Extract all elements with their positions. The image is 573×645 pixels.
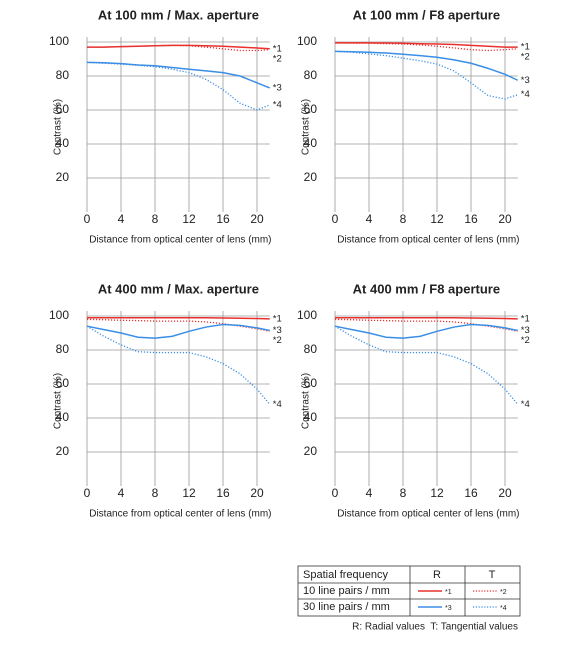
x-tick-label: 4 xyxy=(118,212,125,226)
series-label: *4 xyxy=(273,99,282,110)
series-line xyxy=(86,323,270,339)
series-label: *1 xyxy=(521,313,530,324)
chart-title: At 400 mm / F8 aperture xyxy=(353,281,500,296)
y-tick-label: 20 xyxy=(56,170,70,184)
legend-table: Spatial frequency R T 10 line pairs / mm… xyxy=(297,565,521,617)
x-tick-label: 16 xyxy=(216,486,230,500)
y-tick-label: 40 xyxy=(56,136,70,150)
x-tick-label: 20 xyxy=(498,486,512,500)
x-tick-label: 0 xyxy=(84,212,91,226)
y-tick-label: 60 xyxy=(56,102,70,116)
series-line xyxy=(86,325,271,405)
x-tick-label: 20 xyxy=(498,212,512,226)
series-label: *2 xyxy=(273,335,282,346)
series-label: *1 xyxy=(273,43,282,54)
series-label: *2 xyxy=(521,52,530,63)
y-tick-label: 100 xyxy=(49,34,69,48)
x-axis-label: Distance from optical center of lens (mm… xyxy=(337,509,519,520)
y-axis-label: Contrast (%) xyxy=(53,373,64,429)
series-line xyxy=(334,42,518,52)
y-tick-label: 60 xyxy=(56,376,70,390)
series-label: *1 xyxy=(273,313,282,324)
table-cell: *1 xyxy=(445,589,452,596)
x-tick-label: 8 xyxy=(152,212,159,226)
y-axis-label: Contrast (%) xyxy=(301,99,312,155)
x-axis-label: Distance from optical center of lens (mm… xyxy=(337,235,519,246)
y-tick-label: 20 xyxy=(304,170,318,184)
note: R: Radial values T: Tangential values xyxy=(352,622,518,633)
table-header: Spatial frequency xyxy=(303,569,388,581)
series-line xyxy=(86,61,270,111)
y-tick-label: 80 xyxy=(304,342,318,356)
y-tick-label: 80 xyxy=(56,342,70,356)
table-cell: *3 xyxy=(445,605,452,612)
series-label: *3 xyxy=(273,325,282,336)
y-tick-label: 60 xyxy=(304,376,318,390)
y-tick-label: 100 xyxy=(297,34,317,48)
table-cell: *2 xyxy=(500,589,507,596)
x-tick-label: 20 xyxy=(250,486,264,500)
x-axis-label: Distance from optical center of lens (mm… xyxy=(89,235,271,246)
x-tick-label: 12 xyxy=(430,486,444,500)
series-label: *4 xyxy=(521,399,530,410)
table-header: T xyxy=(489,569,496,581)
chart-title: At 100 mm / Max. aperture xyxy=(98,7,259,22)
y-axis-label: Contrast (%) xyxy=(301,373,312,429)
y-tick-label: 40 xyxy=(304,136,318,150)
x-tick-label: 8 xyxy=(400,486,407,500)
series-line xyxy=(335,316,518,320)
series-label: *3 xyxy=(521,325,530,336)
x-tick-label: 12 xyxy=(182,212,196,226)
x-tick-label: 0 xyxy=(84,486,91,500)
series-line xyxy=(334,50,518,100)
series-line xyxy=(334,318,518,332)
x-axis-label: Distance from optical center of lens (mm… xyxy=(89,509,271,520)
x-tick-label: 0 xyxy=(332,212,339,226)
x-tick-label: 4 xyxy=(366,486,373,500)
y-tick-label: 100 xyxy=(297,308,317,322)
x-tick-label: 4 xyxy=(366,212,373,226)
series-line xyxy=(87,44,270,52)
table-cell: *4 xyxy=(500,605,507,612)
table-border xyxy=(297,565,521,617)
chart-title: At 100 mm / F8 aperture xyxy=(353,7,500,22)
y-tick-label: 80 xyxy=(304,68,318,82)
series-label: *4 xyxy=(521,89,530,100)
series-line xyxy=(87,316,270,320)
table-header: R xyxy=(433,569,441,581)
x-tick-label: 0 xyxy=(332,486,339,500)
y-tick-label: 20 xyxy=(304,444,318,458)
y-tick-label: 100 xyxy=(49,308,69,322)
x-tick-label: 8 xyxy=(152,486,159,500)
y-tick-label: 60 xyxy=(304,102,318,116)
x-tick-label: 4 xyxy=(118,486,125,500)
y-tick-label: 80 xyxy=(56,68,70,82)
series-label: *1 xyxy=(521,42,530,53)
series-label: *3 xyxy=(521,75,530,86)
x-tick-label: 16 xyxy=(216,212,230,226)
y-tick-label: 40 xyxy=(304,410,318,424)
series-line xyxy=(334,50,519,81)
series-line xyxy=(86,318,270,332)
series-line xyxy=(334,323,518,339)
series-line xyxy=(334,325,519,405)
series-line xyxy=(86,61,271,89)
y-tick-label: 20 xyxy=(56,444,70,458)
x-tick-label: 20 xyxy=(250,212,264,226)
series-label: *3 xyxy=(273,82,282,93)
chart-title: At 400 mm / Max. aperture xyxy=(98,281,259,296)
y-tick-label: 40 xyxy=(56,410,70,424)
x-tick-label: 16 xyxy=(464,486,478,500)
series-label: *2 xyxy=(521,335,530,346)
x-tick-label: 8 xyxy=(400,212,407,226)
x-tick-label: 12 xyxy=(182,486,196,500)
table-cell: 30 line pairs / mm xyxy=(303,601,390,613)
series-label: *2 xyxy=(273,53,282,64)
series-label: *4 xyxy=(273,399,282,410)
x-tick-label: 12 xyxy=(430,212,444,226)
y-axis-label: Contrast (%) xyxy=(53,99,64,155)
table-cell: 10 line pairs / mm xyxy=(303,585,390,597)
x-tick-label: 16 xyxy=(464,212,478,226)
